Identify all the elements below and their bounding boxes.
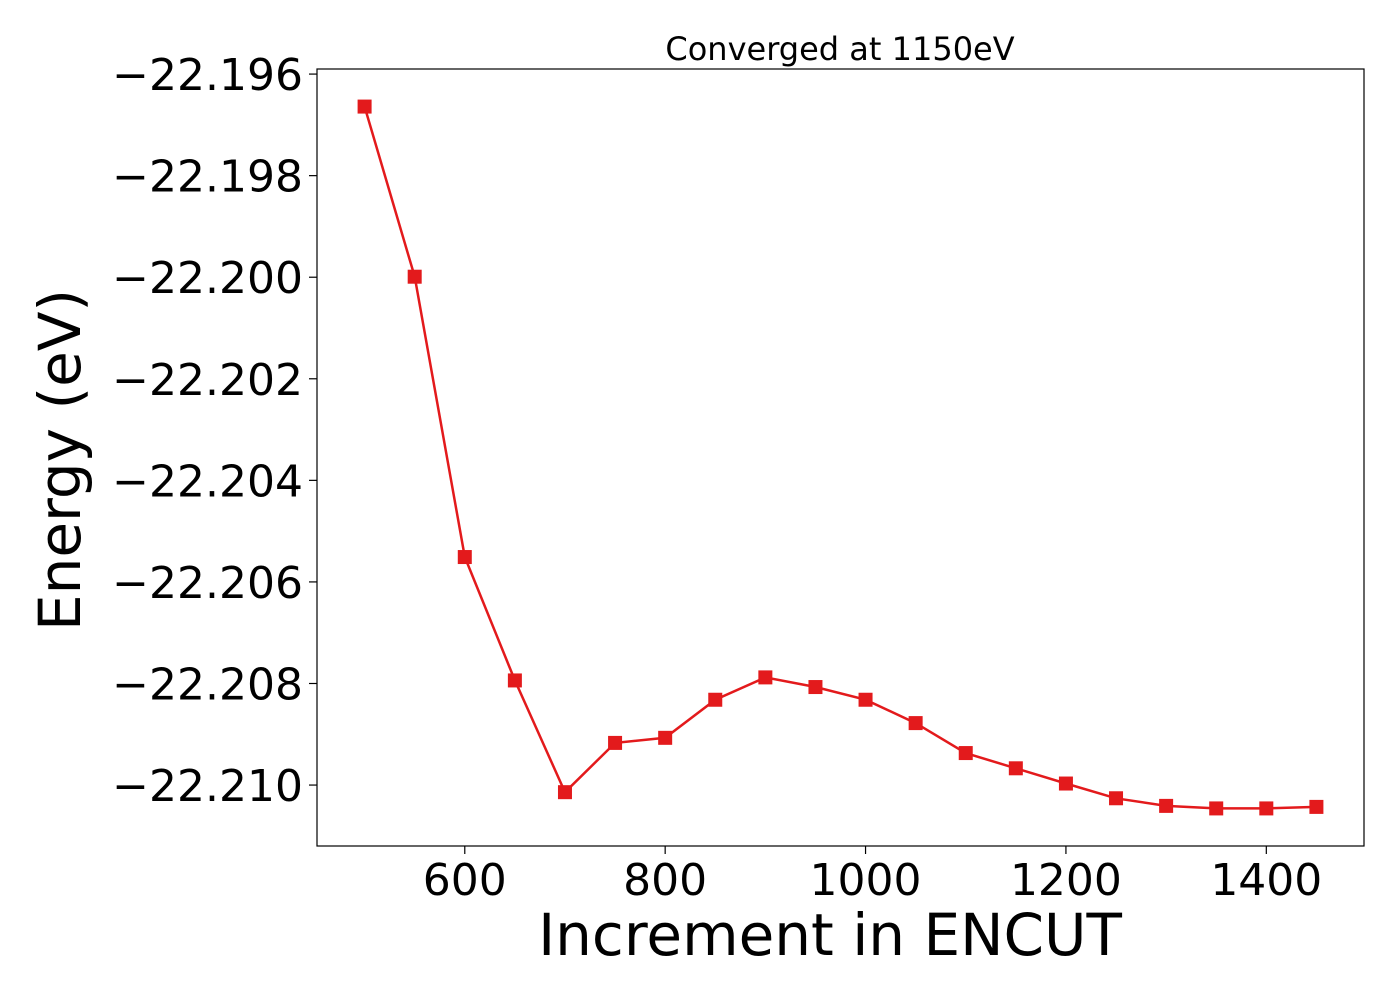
data-point-marker: [407, 269, 422, 284]
data-point-marker: [608, 735, 623, 750]
x-tick-label: 800: [623, 855, 707, 906]
y-tick-label: −22.200: [112, 253, 303, 304]
data-point-marker: [1058, 776, 1073, 791]
chart-title: Converged at 1150eV: [665, 30, 1014, 68]
x-tick-label: 1400: [1210, 855, 1322, 906]
data-point-marker: [758, 670, 773, 685]
data-point-marker: [858, 692, 873, 707]
data-point-marker: [1159, 798, 1174, 813]
data-point-marker: [708, 692, 723, 707]
x-axis-label: Increment in ENCUT: [538, 901, 1122, 969]
data-point-marker: [1209, 801, 1224, 816]
x-tick-label: 1000: [810, 855, 922, 906]
data-point-marker: [958, 746, 973, 761]
y-axis-label: Energy (eV): [26, 289, 94, 631]
plot-area: 600 800 1000 1200 1400 −22.196 −22.198 −22.200…: [112, 50, 1365, 906]
y-tick-label: −22.210: [112, 761, 303, 812]
data-point-marker: [1259, 801, 1274, 816]
data-point-marker: [457, 550, 472, 565]
y-tick-label: −22.204: [112, 456, 303, 507]
series-group: [357, 99, 1324, 816]
x-tick-label: 600: [423, 855, 507, 906]
data-point-marker: [908, 716, 923, 731]
y-tick-label: −22.208: [112, 659, 303, 710]
y-tick-label: −22.198: [112, 152, 303, 203]
data-point-marker: [1309, 799, 1324, 814]
series-line: [363, 106, 1317, 810]
data-point-marker: [808, 680, 823, 695]
data-point-marker: [658, 730, 673, 745]
data-point-marker: [1109, 791, 1124, 806]
data-point-marker: [1008, 761, 1023, 776]
y-tick-label: −22.196: [112, 50, 303, 101]
y-axis-ticks: −22.196 −22.198 −22.200 −22.202 −22.204 −22.2…: [112, 50, 317, 812]
y-tick-label: −22.206: [112, 558, 303, 609]
data-point-marker: [507, 673, 522, 688]
axes-frame: [316, 68, 1365, 847]
data-point-marker: [357, 99, 372, 114]
x-axis-ticks: 600 800 1000 1200 1400: [423, 846, 1322, 906]
y-tick-label: −22.202: [112, 355, 303, 406]
data-point-marker: [557, 785, 572, 800]
x-tick-label: 1200: [1010, 855, 1122, 906]
